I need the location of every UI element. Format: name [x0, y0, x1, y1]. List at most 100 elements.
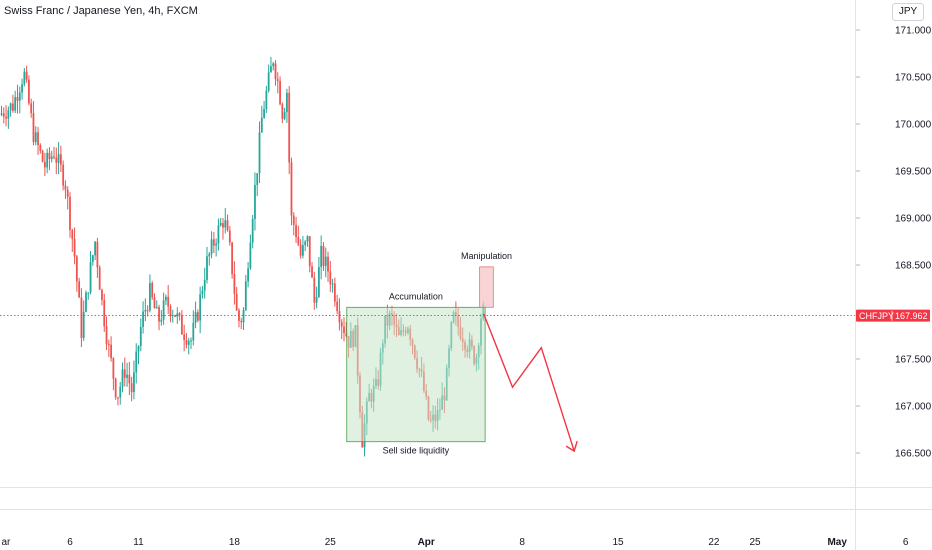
candle-body — [114, 378, 117, 398]
candle-body — [57, 154, 60, 163]
candle-body — [336, 301, 339, 312]
candle-body — [283, 112, 286, 119]
xtick-label: 6 — [67, 537, 73, 548]
candle-body — [158, 307, 160, 322]
candle-body — [194, 312, 197, 323]
candle-body — [53, 156, 55, 158]
candle-body — [155, 307, 158, 309]
candle-body — [272, 63, 275, 67]
candle-body — [187, 340, 190, 345]
candle-body — [126, 374, 128, 378]
candle-body — [34, 132, 37, 143]
candle-body — [304, 241, 307, 246]
candle-body — [169, 306, 172, 316]
candle-body — [101, 289, 103, 301]
candle-body — [180, 315, 183, 335]
price-axis: 171.000 170.500 170.000 169.500 169.000 168.5… — [856, 26, 932, 460]
candle-body — [233, 274, 236, 294]
accumulation-zone[interactable] — [346, 306, 486, 443]
xtick-label: 11 — [133, 537, 144, 548]
candle-body — [260, 117, 263, 133]
candle-body — [30, 103, 33, 114]
current-price-line: CHFJPY 167.962 — [0, 309, 930, 322]
candle-body — [183, 334, 186, 341]
candle-body — [292, 215, 295, 225]
ytick-label: 169.500 — [895, 167, 932, 178]
candle-body — [144, 310, 147, 312]
candle-body — [14, 97, 17, 111]
candle-body — [59, 154, 62, 165]
candle-body — [137, 346, 140, 352]
price-tag-symbol: CHFJPY — [859, 311, 894, 321]
xtick-label: ar — [2, 537, 12, 548]
candle-body — [130, 383, 133, 393]
xtick-label: 25 — [749, 537, 761, 548]
candle-body — [167, 296, 170, 307]
candle-body — [320, 245, 323, 268]
candle-body — [201, 290, 204, 295]
candle-body — [299, 244, 302, 256]
candle-body — [178, 313, 181, 316]
candle-body — [43, 161, 46, 168]
price-tag-value: 167.962 — [895, 311, 928, 321]
candle-body — [151, 283, 154, 298]
candle-body — [89, 262, 92, 293]
candle-body — [55, 157, 58, 163]
candle-body — [208, 253, 211, 257]
candle-body — [279, 81, 281, 105]
candle-body — [190, 340, 192, 342]
xtick-label: May — [827, 537, 847, 548]
candle-body — [196, 312, 199, 321]
candle-body — [199, 294, 202, 321]
candle-body — [5, 116, 7, 119]
candle-body — [308, 236, 311, 267]
candle-body — [121, 369, 124, 387]
candle-body — [62, 164, 65, 186]
candle-body — [16, 97, 19, 101]
projection-layer — [483, 313, 578, 453]
candle-body — [217, 225, 220, 244]
candle-body — [313, 277, 316, 303]
candle-body — [119, 386, 122, 398]
candle-body — [153, 297, 156, 309]
currency-unit-badge[interactable]: JPY — [892, 3, 924, 21]
candle-body — [41, 150, 44, 162]
candle-body — [139, 326, 142, 347]
candle-body — [133, 372, 135, 393]
candle-body — [91, 255, 94, 263]
xtick-label: 6 — [903, 537, 909, 548]
candle-body — [311, 266, 313, 278]
candle-body — [203, 279, 206, 291]
candle-body — [192, 322, 195, 341]
candle-body — [306, 236, 309, 242]
manipulation-label: Manipulation — [461, 251, 512, 261]
candle-body — [231, 242, 234, 275]
projection-path[interactable] — [483, 313, 575, 452]
candle-body — [160, 319, 163, 322]
candle-body — [343, 326, 345, 334]
candle-body — [142, 311, 144, 327]
candle-body — [162, 300, 165, 320]
candle-body — [9, 103, 12, 111]
candle-body — [270, 66, 272, 73]
candle-body — [75, 256, 78, 282]
candle-body — [254, 185, 256, 219]
candle-body — [244, 281, 247, 310]
candle-body — [7, 110, 10, 119]
candle-body — [315, 296, 318, 303]
candle-body — [345, 333, 348, 337]
manipulation-zone[interactable] — [479, 266, 494, 308]
candle-body — [263, 109, 265, 118]
ytick-label: 168.500 — [895, 261, 932, 272]
candle-body — [37, 132, 39, 145]
candle-body — [105, 326, 108, 345]
candle-body — [340, 322, 343, 327]
candle-body — [149, 283, 151, 311]
candle-body — [107, 344, 110, 346]
candle-body — [219, 223, 222, 226]
candle-body — [21, 84, 23, 93]
candle-body — [324, 256, 327, 266]
candle-body — [123, 369, 126, 378]
